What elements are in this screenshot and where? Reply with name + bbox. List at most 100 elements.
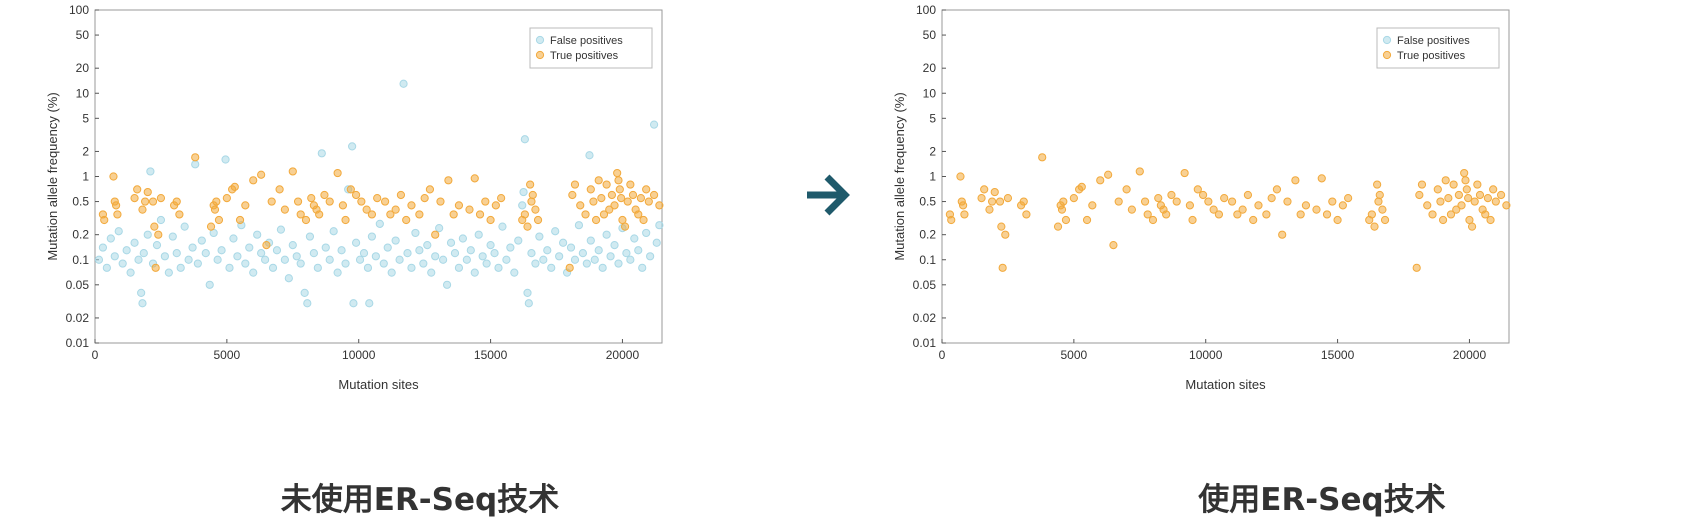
data-point	[230, 182, 239, 192]
data-point	[288, 167, 297, 176]
data-point	[1262, 210, 1271, 219]
data-point	[644, 197, 653, 206]
data-point	[217, 246, 226, 255]
data-point	[399, 79, 408, 88]
series-true-positives	[945, 153, 1511, 272]
y-tick-label: 0.01	[66, 336, 90, 350]
data-point	[478, 252, 487, 261]
data-point	[201, 249, 210, 258]
data-point	[462, 255, 471, 264]
data-point	[617, 194, 626, 203]
data-point	[1475, 190, 1485, 200]
x-axis-label: Mutation sites	[1185, 377, 1266, 392]
data-point	[151, 263, 160, 272]
data-point	[431, 230, 440, 239]
data-point	[245, 243, 254, 252]
data-point	[1412, 263, 1421, 272]
data-point	[1053, 222, 1063, 231]
data-point	[623, 197, 632, 206]
data-point	[1254, 201, 1263, 210]
data-point	[367, 232, 377, 241]
data-point	[591, 215, 601, 225]
data-point	[168, 232, 177, 241]
data-point	[628, 190, 638, 200]
data-point	[486, 215, 495, 225]
data-point	[419, 259, 428, 268]
data-point	[1249, 215, 1258, 225]
data-point	[1464, 194, 1473, 203]
data-point	[482, 259, 491, 268]
data-point	[1077, 182, 1086, 192]
data-point	[458, 234, 467, 243]
data-point	[110, 252, 119, 261]
data-point	[387, 268, 396, 277]
data-point	[594, 176, 603, 185]
caption-with-erseq: 使用ER-Seq技术	[1198, 482, 1446, 518]
x-tick-label: 15000	[474, 348, 508, 362]
data-point	[1367, 210, 1376, 219]
data-point	[321, 243, 330, 252]
x-tick-label: 15000	[1321, 348, 1355, 362]
data-point	[576, 201, 585, 210]
data-point	[325, 255, 334, 264]
data-point	[1415, 190, 1424, 200]
data-point	[1462, 185, 1471, 194]
data-point	[137, 288, 146, 297]
data-point	[491, 201, 500, 210]
data-point	[470, 174, 479, 183]
data-point	[642, 185, 651, 194]
y-tick-label: 0.01	[913, 336, 937, 350]
data-point	[649, 120, 659, 129]
legend-label: True positives	[550, 50, 619, 62]
data-point	[1038, 153, 1047, 162]
data-point	[407, 263, 416, 272]
data-point	[1457, 201, 1466, 210]
data-point	[139, 249, 148, 258]
data-point	[1188, 215, 1197, 225]
data-point	[355, 255, 365, 264]
data-point	[574, 221, 584, 230]
data-point	[655, 221, 664, 230]
data-point	[568, 190, 577, 200]
y-tick-label: 100	[916, 3, 936, 17]
data-point	[395, 255, 404, 264]
data-point	[309, 249, 318, 258]
data-point	[638, 263, 647, 272]
data-point	[524, 299, 533, 308]
data-point	[1461, 176, 1470, 185]
data-point	[1278, 230, 1287, 239]
data-point	[249, 176, 258, 185]
legend-label: False positives	[1397, 35, 1470, 47]
data-point	[94, 255, 104, 264]
data-point	[466, 246, 475, 255]
data-point	[514, 236, 523, 245]
data-point	[610, 201, 619, 210]
legend-label: True positives	[1397, 50, 1466, 62]
data-point	[439, 255, 448, 264]
data-point	[235, 215, 245, 225]
data-point	[222, 194, 231, 203]
data-point	[518, 201, 527, 210]
data-point	[341, 215, 350, 225]
data-point	[547, 263, 556, 272]
y-tick-label: 0.1	[72, 253, 89, 267]
data-point	[1267, 194, 1276, 203]
data-point	[276, 225, 286, 234]
data-point	[1104, 170, 1113, 179]
data-point	[1486, 215, 1495, 225]
data-point	[1001, 230, 1010, 239]
data-point	[267, 197, 276, 206]
data-point	[1135, 167, 1144, 176]
data-point	[268, 263, 278, 272]
data-point	[114, 227, 123, 236]
x-tick-label: 10000	[1189, 348, 1223, 362]
data-point	[985, 205, 994, 214]
data-point	[351, 238, 361, 247]
data-point	[109, 172, 118, 181]
data-point	[146, 167, 155, 176]
data-point	[111, 201, 121, 210]
data-point	[425, 185, 435, 194]
data-point	[1109, 240, 1118, 250]
series-false-positives	[94, 79, 664, 308]
data-point	[960, 210, 969, 219]
